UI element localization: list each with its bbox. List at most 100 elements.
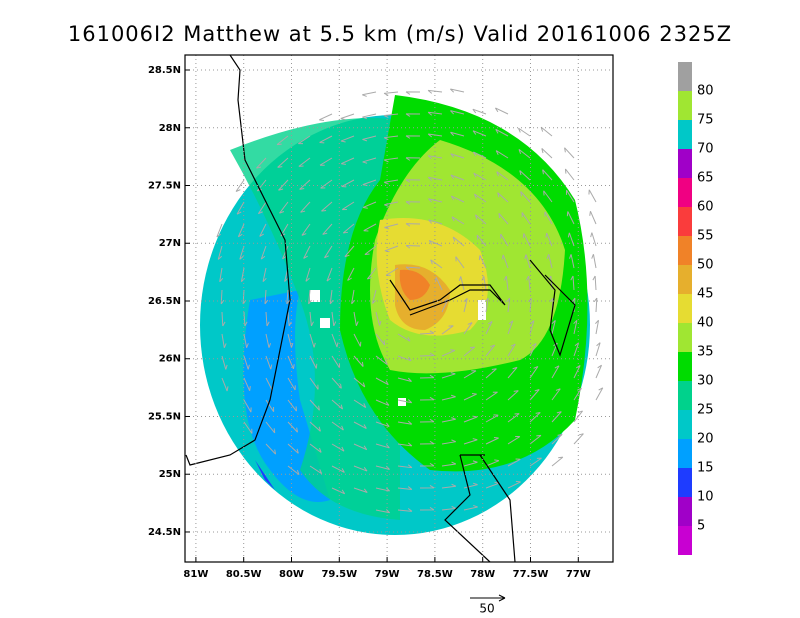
wind-vector [341,157,355,165]
colorbar-label: 60 [697,200,714,215]
wind-vector [507,343,516,357]
wind-vector [551,456,564,467]
colorbar-segment [678,410,692,439]
wind-vector [595,364,603,379]
wind-vector [506,297,511,313]
wind-vector [573,410,583,423]
wind-vector [309,465,323,475]
wind-vector [441,325,454,335]
wind-vector [259,223,267,237]
wind-vector [497,192,509,203]
wind-vector [507,366,518,379]
wind-vector [277,157,289,168]
wind-vector [405,135,421,139]
wind-vector [331,443,345,452]
wind-vector [279,201,289,214]
wind-vector [543,190,553,203]
wind-vector [551,365,560,379]
wind-vector [507,390,519,401]
wind-vector [526,275,531,291]
wind-vector [240,267,245,283]
no-data [310,290,320,302]
wind-vector [419,418,435,423]
coastline [185,55,576,562]
wind-vector [351,289,356,305]
wind-vector [494,107,509,115]
wind-vector [397,377,412,383]
wind-vector [397,399,413,404]
wind-vector [427,155,443,160]
wind-vector [517,127,531,137]
wind-vector [353,333,362,347]
wind-vector [522,233,531,247]
wind-vector [331,465,345,473]
wind-vector [362,113,377,120]
colorbar-label: 50 [697,258,714,273]
wind-vector [319,157,333,166]
wind-vector [458,276,465,291]
wind-vector [567,232,575,247]
wind-vector [529,434,542,445]
wind-vector [573,387,582,401]
wind-vector [485,391,498,401]
wind-vector [427,133,443,138]
wind-vector [435,277,443,291]
colorbar-label: 5 [697,519,705,534]
wind-vector [507,458,521,467]
colorbar-segment [678,62,692,91]
wind-vector [298,135,311,145]
wind-vector [265,333,272,348]
wind-vector [262,267,267,283]
no-data [398,398,406,406]
colorbar-segment [678,149,692,178]
wind-vector [309,399,320,411]
wind-vector [375,509,391,514]
y-tick-label: 26.5N [148,296,181,307]
wind-vector [319,135,333,144]
wind-vector [287,355,295,370]
wind-vector [383,113,399,118]
wind-vector [498,213,509,225]
wind-vector [496,171,509,181]
wind-vector [326,267,333,282]
wind-vector [235,179,245,192]
wind-vector [287,421,299,433]
wind-vector [441,483,457,489]
wind-vector [243,333,249,348]
wind-vector [344,245,355,258]
wind-vector [419,352,435,357]
colorbar-segment [678,439,692,468]
wind-vector [320,179,333,189]
wind-vector [265,355,273,370]
wind-vector [441,461,457,467]
colorbar: 5 10 15 20 25 30 35 40 45 50 55 60 65 70 75 80 [678,62,714,555]
wind-vector [331,311,337,327]
colorbar-label: 10 [697,490,714,505]
wind-vector [485,320,493,335]
wind-vector [405,201,421,205]
wind-vector [243,421,253,434]
wind-vector [375,465,390,470]
wind-vector [545,232,553,247]
wind-vector [383,179,399,185]
wind-vector [397,464,413,469]
wind-vector [309,355,318,369]
wind-vector [524,254,531,269]
wind-vector [331,377,342,389]
wind-vector [427,176,443,181]
wind-vector [501,254,509,269]
wind-vector [300,201,311,213]
wind-vector [287,399,297,412]
wind-vector [500,233,509,247]
wind-vector [287,443,299,454]
wind-vector [542,169,553,181]
wind-vector [397,508,413,512]
wind-vector [322,223,333,235]
wind-vector [331,333,339,348]
colorbar-segment [678,468,692,497]
x-tick-label: 79W [375,569,400,580]
wind-vector [573,433,584,445]
wind-vectors [216,88,604,514]
wind-vector [569,254,575,269]
wind-vector [309,333,316,348]
